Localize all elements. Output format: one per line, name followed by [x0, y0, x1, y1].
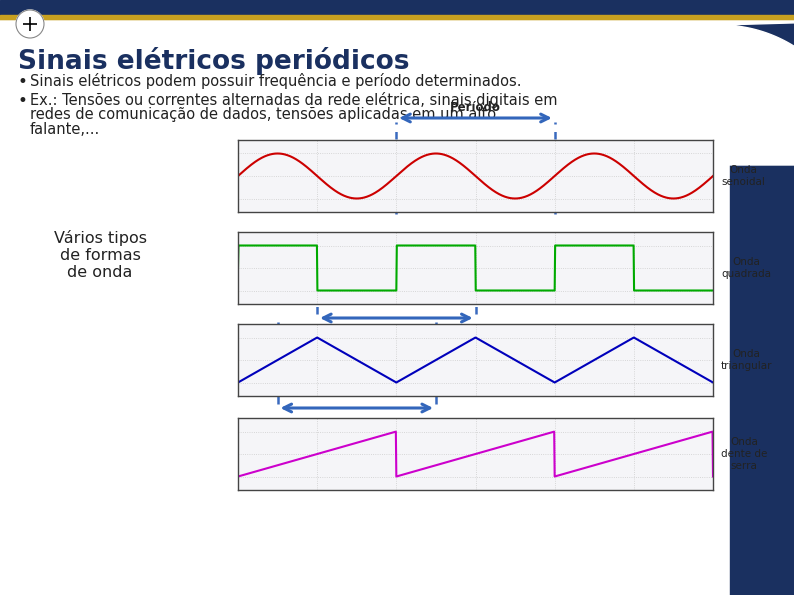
Text: Período: Período: [450, 101, 501, 114]
Bar: [0, 0, 794, 15]
Text: Sinais elétricos periódicos: Sinais elétricos periódicos: [18, 47, 410, 75]
Text: Onda
dente de
serra: Onda dente de serra: [721, 437, 767, 471]
Text: falante,...: falante,...: [30, 122, 100, 137]
Text: Ex.: Tensões ou correntes alternadas da rede elétrica, sinais digitais em: Ex.: Tensões ou correntes alternadas da …: [30, 92, 557, 108]
Text: Onda
senoidal: Onda senoidal: [721, 165, 765, 187]
Bar: [0, 15, 794, 21]
Text: Sinais elétricos podem possuir frequência e período determinados.: Sinais elétricos podem possuir frequênci…: [30, 73, 522, 89]
Text: Onda
quadrada: Onda quadrada: [721, 257, 771, 279]
Polygon shape: [0, 21, 794, 595]
Text: Vários tipos
de formas
de onda: Vários tipos de formas de onda: [53, 230, 147, 280]
Text: redes de comunicação de dados, tensões aplicadas em um alto: redes de comunicação de dados, tensões a…: [30, 107, 496, 122]
Bar: [730, 0, 794, 595]
Circle shape: [16, 10, 44, 38]
Text: •: •: [18, 73, 28, 91]
Text: •: •: [18, 92, 28, 110]
Text: Onda
triangular: Onda triangular: [721, 349, 773, 371]
